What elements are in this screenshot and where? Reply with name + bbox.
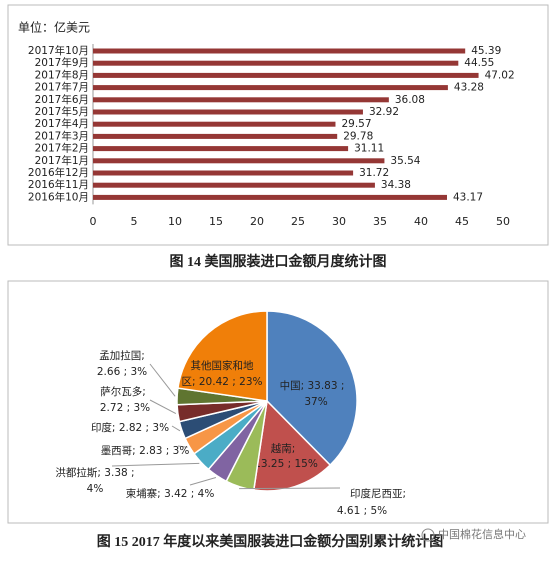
- data-label: 其他国家和地: [191, 359, 254, 372]
- pie-slice: [266, 310, 358, 467]
- data-label: 墨西哥; 2.83 ; 3%: [101, 445, 190, 457]
- data-label: 2.66 ; 3%: [97, 366, 147, 378]
- pie-slice: [177, 310, 268, 402]
- y-tick-label: 2017年4月: [35, 117, 89, 130]
- value-label: 47.02: [485, 69, 515, 81]
- x-tick-label: 25: [291, 215, 305, 228]
- y-tick-label: 2017年3月: [35, 129, 89, 142]
- bar: [93, 194, 447, 200]
- leader-line: [149, 399, 177, 414]
- bar: [93, 60, 459, 66]
- data-label: 洪都拉斯; 3.38 ;: [55, 466, 134, 479]
- y-tick-label: 2017年2月: [35, 142, 89, 155]
- value-label: 31.72: [359, 167, 389, 179]
- y-tick-label: 2016年12月: [28, 166, 89, 179]
- x-tick-label: 20: [250, 215, 264, 228]
- value-label: 29.57: [341, 118, 371, 130]
- bar: [93, 133, 338, 139]
- y-tick-label: 2016年11月: [28, 178, 89, 191]
- unit-label: 单位：亿美元: [18, 20, 90, 35]
- x-tick-label: 10: [168, 215, 182, 228]
- data-label: 2.72 ; 3%: [100, 402, 150, 414]
- leader-line: [171, 425, 181, 432]
- x-tick-label: 15: [209, 215, 223, 228]
- data-label: 印度尼西亚;: [350, 487, 406, 500]
- bar: [93, 48, 466, 54]
- bar: [93, 170, 354, 176]
- data-label: 区; 20.42 ; 23%: [182, 376, 263, 388]
- bar: [93, 85, 448, 91]
- value-label: 45.39: [471, 45, 501, 57]
- data-label: 萨尔瓦多;: [100, 385, 146, 398]
- value-label: 32.92: [369, 106, 399, 118]
- x-tick-label: 30: [332, 215, 346, 228]
- watermark-icon: [421, 528, 435, 542]
- data-label: 越南;: [271, 442, 296, 455]
- y-tick-label: 2017年1月: [35, 154, 89, 167]
- x-tick-label: 5: [131, 215, 138, 228]
- leader-line: [111, 462, 200, 467]
- x-tick-label: 0: [90, 215, 97, 228]
- watermark: 中国棉花信息中心: [438, 527, 526, 541]
- bar: [93, 146, 349, 152]
- value-label: 43.28: [454, 82, 484, 94]
- leader-line: [177, 445, 188, 448]
- y-tick-label: 2017年9月: [35, 56, 89, 69]
- x-tick-label: 50: [496, 215, 510, 228]
- x-tick-label: 40: [414, 215, 428, 228]
- y-tick-label: 2017年8月: [35, 68, 89, 81]
- data-label: 13.25 ; 15%: [254, 458, 318, 470]
- bar: [93, 109, 363, 115]
- data-label: 4.61 ; 5%: [337, 505, 387, 517]
- bar: [93, 182, 375, 188]
- value-label: 36.08: [395, 94, 425, 106]
- value-label: 31.11: [354, 143, 384, 155]
- value-label: 43.17: [453, 191, 483, 203]
- y-tick-label: 2016年10月: [28, 190, 89, 203]
- bar: [93, 158, 385, 164]
- leader-line: [239, 487, 341, 490]
- leader-line: [189, 477, 217, 486]
- caption: 图 15 2017 年度以来美国服装进口金额分国别累计统计图: [97, 533, 444, 550]
- value-label: 29.78: [343, 130, 373, 142]
- value-label: 34.38: [381, 179, 411, 191]
- x-tick-label: 45: [455, 215, 469, 228]
- leader-line: [149, 363, 176, 397]
- pie-slice: [252, 399, 332, 492]
- value-label: 35.54: [390, 155, 420, 167]
- bar: [93, 121, 336, 127]
- data-label: 中国; 33.83 ;: [280, 379, 345, 392]
- data-label: 柬埔寨; 3.42 ; 4%: [126, 487, 215, 500]
- data-label: 37%: [304, 396, 327, 408]
- data-label: 4%: [87, 483, 104, 495]
- value-label: 44.55: [464, 57, 494, 69]
- y-tick-label: 2017年7月: [35, 81, 89, 94]
- y-tick-label: 2017年5月: [35, 105, 89, 118]
- y-tick-label: 2017年6月: [35, 93, 89, 106]
- y-tick-label: 2017年10月: [28, 44, 89, 57]
- caption: 图 14 美国服装进口金额月度统计图: [170, 253, 387, 270]
- data-label: 印度; 2.82 ; 3%: [91, 421, 169, 434]
- x-tick-label: 35: [373, 215, 387, 228]
- bar: [93, 97, 389, 103]
- data-label: 孟加拉国;: [99, 349, 145, 362]
- bar: [93, 72, 479, 78]
